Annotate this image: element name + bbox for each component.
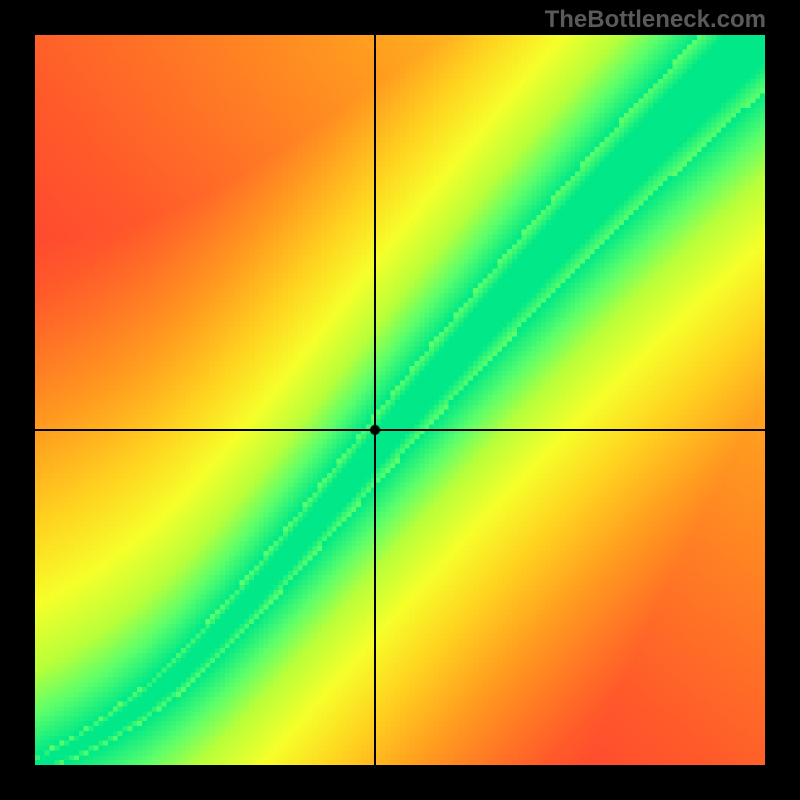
bottleneck-heatmap <box>35 35 765 765</box>
chart-container: { "canvas": { "width": 800, "height": 80… <box>0 0 800 800</box>
crosshair-marker <box>369 424 381 436</box>
crosshair-vertical-line <box>374 35 376 765</box>
crosshair-horizontal-line <box>35 429 765 431</box>
watermark-text: TheBottleneck.com <box>545 6 766 34</box>
